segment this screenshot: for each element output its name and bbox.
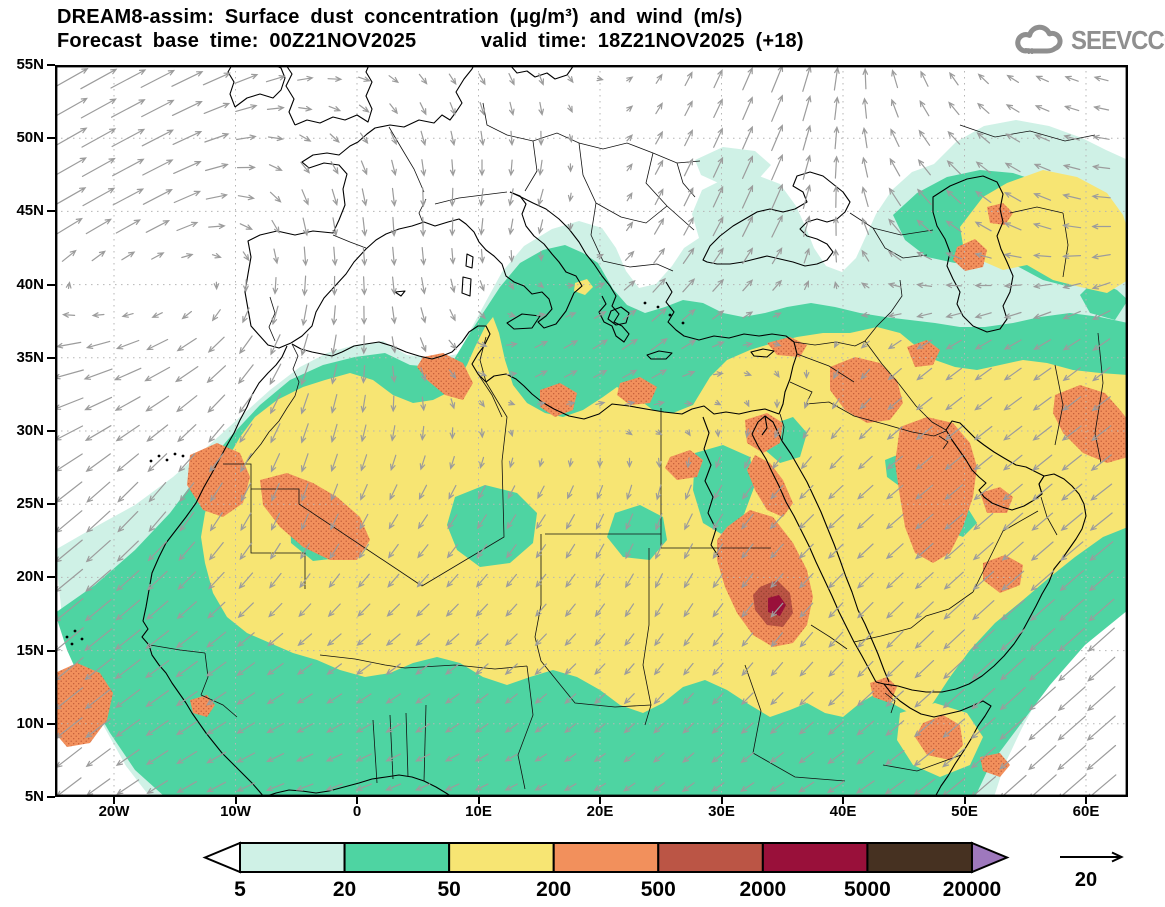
- lat-tick: [47, 356, 55, 359]
- country-borders: [149, 102, 1104, 790]
- legend-arrow-left: [202, 841, 241, 874]
- figure-title: DREAM8-assim: Surface dust concentration…: [57, 6, 743, 28]
- seevccc-cloud-icon: »: [1015, 24, 1063, 58]
- lat-tick: [47, 796, 55, 798]
- lon-tick: [356, 797, 358, 804]
- lat-tick: [47, 64, 55, 66]
- map-canvas: [55, 65, 1128, 797]
- lat-tick: [47, 576, 55, 579]
- lat-tick-label: 30N: [16, 422, 44, 439]
- legend-tick-label: 20: [333, 878, 356, 901]
- legend-color-box: [239, 842, 346, 873]
- lat-tick-label: 35N: [16, 348, 44, 366]
- reference-arrow-label: 20: [1075, 869, 1097, 891]
- lat-tick-label: 5N: [24, 788, 44, 805]
- legend-tick-label: 5: [234, 878, 246, 901]
- legend-color-box: [657, 842, 764, 873]
- lon-tick: [234, 797, 237, 804]
- lon-tick-label: 20E: [586, 803, 614, 820]
- lat-tick-label: 55N: [16, 56, 44, 73]
- lat-tick: [47, 283, 55, 286]
- lon-tick-label: 10W: [220, 803, 251, 820]
- lat-tick-label: 25N: [16, 495, 44, 513]
- lon-tick: [113, 797, 115, 804]
- lat-tick: [47, 503, 55, 506]
- lon-tick: [963, 797, 966, 804]
- wind-reference-arrow: 20: [1060, 851, 1124, 891]
- lon-tick: [1085, 797, 1087, 804]
- lon-tick: [720, 797, 723, 804]
- lat-tick-label: 15N: [16, 641, 44, 659]
- lon-tick-label: 50E: [951, 803, 978, 820]
- lon-tick-label: 30E: [708, 803, 735, 820]
- lat-tick: [47, 722, 55, 725]
- legend-color-box: [343, 842, 451, 873]
- lat-tick-label: 50N: [16, 129, 44, 147]
- lat-tick: [47, 430, 55, 432]
- legend-color-box: [448, 842, 555, 873]
- lon-tick: [842, 797, 844, 804]
- reference-arrow-shaft: [1060, 851, 1124, 863]
- lon-tick-label: 20W: [98, 803, 130, 820]
- lon-tick-label: 10E: [465, 803, 492, 820]
- legend-tick-label: 200: [536, 878, 571, 901]
- lat-tick: [47, 137, 55, 140]
- color-legend: 5 20 50 200 500 2000 5000 20000: [202, 841, 1010, 901]
- seevccc-logo-text: SEEVCCC: [1071, 24, 1165, 55]
- lon-tick-label: 60E: [1072, 803, 1100, 820]
- legend-color-box: [552, 842, 660, 873]
- lon-tick-label: 40E: [829, 803, 857, 820]
- graticule: [55, 65, 1128, 797]
- legend-tick-label: 50: [437, 878, 460, 901]
- dust-field: [55, 120, 1128, 797]
- coastlines: [65, 65, 1087, 797]
- lat-tick: [47, 210, 55, 213]
- lat-tick-label: 45N: [16, 202, 44, 220]
- wind-vectors: [55, 65, 1117, 797]
- lon-tick-label: 0: [352, 803, 362, 820]
- legend-arrow-right: [970, 841, 1010, 874]
- legend-color-box: [761, 842, 869, 873]
- map-frame: [55, 65, 1128, 797]
- legend-tick-label: 500: [641, 878, 676, 901]
- lat-tick-label: 40N: [16, 275, 44, 293]
- figure-subtitle: Forecast base time: 00Z21NOV2025 valid t…: [57, 30, 804, 52]
- lat-tick: [47, 649, 55, 652]
- lat-tick-label: 20N: [16, 568, 44, 586]
- svg-text:»: »: [1027, 42, 1035, 58]
- lon-tick: [599, 797, 601, 804]
- legend-tick-label: 2000: [739, 878, 786, 901]
- lon-tick: [477, 797, 480, 804]
- legend-color-box: [866, 842, 973, 873]
- seevccc-logo: » SEEVCCC: [1014, 22, 1165, 58]
- lat-tick-label: 10N: [16, 714, 44, 732]
- legend-tick-label: 5000: [844, 878, 891, 901]
- legend-tick-label: 20000: [943, 878, 1001, 901]
